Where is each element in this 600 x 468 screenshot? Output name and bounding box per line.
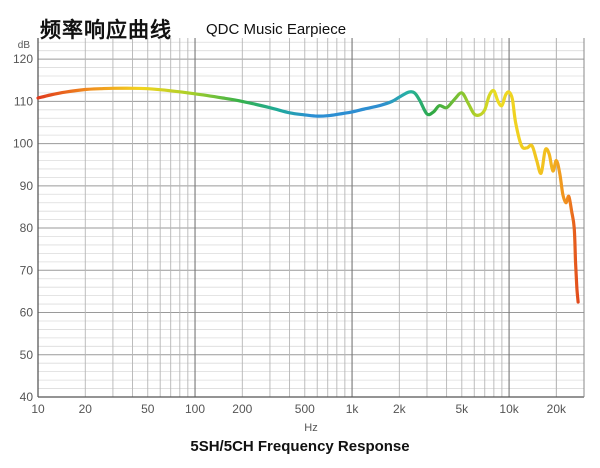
y-tick-label: 70 <box>20 263 34 277</box>
y-tick-label: 40 <box>20 390 34 404</box>
x-tick-label: 2k <box>393 402 407 416</box>
y-tick-label: 60 <box>20 306 34 320</box>
y-tick-label: 120 <box>13 52 33 66</box>
x-tick-label: 50 <box>141 402 155 416</box>
x-tick-label: 100 <box>185 402 205 416</box>
y-tick-label: 50 <box>20 348 34 362</box>
chart-title-chinese: 频率响应曲线 <box>40 18 172 42</box>
x-tick-label: 20 <box>79 402 93 416</box>
x-tick-label: 1k <box>346 402 360 416</box>
y-tick-label: 80 <box>20 221 34 235</box>
y-tick-label: 100 <box>13 137 33 151</box>
y-tick-labels: 40 50 60 70 80 90 100 110 120 <box>13 52 33 404</box>
x-tick-labels: 10 20 50 100 200 500 1k 2k 5k 10k 20k <box>31 402 567 416</box>
x-tick-label: 200 <box>232 402 252 416</box>
chart-caption: 5SH/5CH Frequency Response <box>190 438 410 455</box>
x-tick-label: 500 <box>295 402 315 416</box>
x-tick-label: 5k <box>455 402 469 416</box>
x-tick-label: 20k <box>547 402 567 416</box>
frequency-response-curve <box>36 86 580 304</box>
x-axis-label: Hz <box>304 422 317 434</box>
chart-subtitle-english: QDC Music Earpiece <box>206 21 347 38</box>
x-tick-label: 10k <box>499 402 519 416</box>
y-tick-label: 110 <box>14 94 33 108</box>
y-axis-label: dB <box>18 40 31 51</box>
chart-grid <box>37 38 585 398</box>
y-tick-label: 90 <box>20 179 34 193</box>
x-tick-label: 10 <box>31 402 45 416</box>
